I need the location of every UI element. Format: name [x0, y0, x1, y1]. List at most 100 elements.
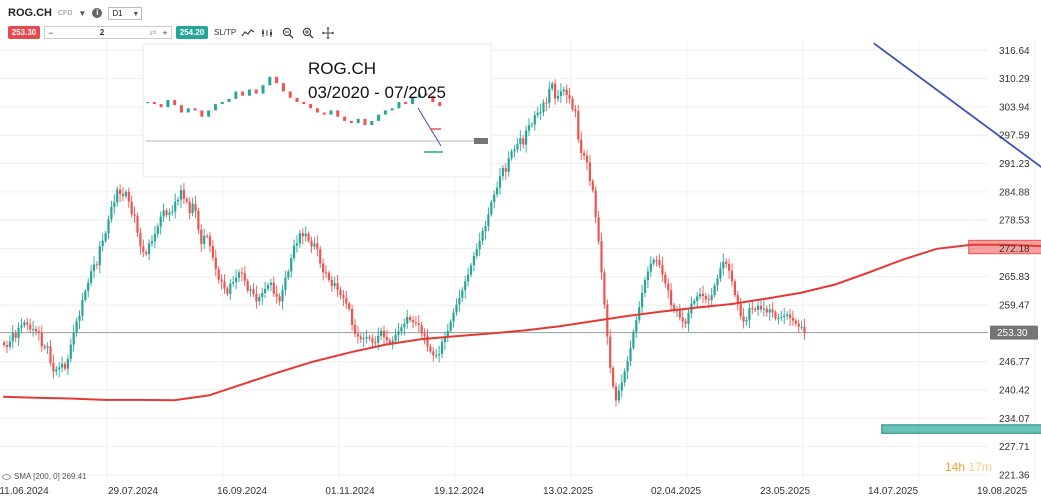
price-tick-label: 297.59	[999, 131, 1030, 142]
candle	[533, 110, 536, 131]
candle	[571, 96, 574, 112]
candle-body	[757, 305, 760, 310]
quantity-decrease-button[interactable]: −	[48, 27, 54, 38]
candle-body	[87, 282, 90, 292]
reset-icon[interactable]: ⇄	[149, 28, 157, 37]
candle	[232, 276, 235, 287]
candle-body	[609, 336, 612, 368]
candle-body	[98, 246, 101, 266]
candle-body	[272, 282, 275, 294]
candle	[327, 270, 330, 283]
info-icon[interactable]: i	[92, 8, 103, 18]
price-tick-label: 234.07	[999, 414, 1030, 425]
zoom-in-icon[interactable]	[300, 26, 316, 40]
candle	[275, 285, 278, 304]
candle	[423, 328, 426, 345]
eye-icon[interactable]	[2, 473, 11, 480]
candle	[34, 325, 38, 336]
candle-body	[701, 293, 705, 297]
candle	[409, 314, 412, 323]
candle-body	[652, 259, 655, 264]
candle	[394, 328, 397, 344]
candle	[693, 298, 696, 306]
chart-type-icon[interactable]	[240, 26, 256, 40]
symbol-type-tag: CFD	[58, 9, 73, 17]
chart-annotation: ROG.CH 03/2020 - 07/2025	[308, 57, 446, 105]
candle-body	[504, 168, 507, 172]
candle-body	[768, 309, 771, 313]
candle	[612, 365, 615, 389]
candle	[365, 329, 368, 344]
candle-body	[501, 168, 504, 177]
candle-body	[333, 283, 336, 286]
sltp-button[interactable]: SL/TP	[214, 28, 237, 37]
candle	[516, 137, 519, 153]
timeframe-select[interactable]: D1 ▼	[108, 6, 143, 20]
candle-body	[34, 329, 38, 332]
candle-body	[649, 263, 652, 272]
candle	[652, 257, 655, 266]
candle-body	[800, 326, 803, 328]
inset-candle	[404, 102, 408, 105]
candle-body	[542, 102, 545, 112]
candle-body	[156, 226, 159, 235]
candle	[32, 320, 35, 337]
candle-body	[313, 243, 316, 247]
inset-price-badge	[474, 138, 488, 144]
candle	[464, 276, 467, 299]
candle	[452, 308, 455, 328]
inset-candle	[309, 104, 313, 109]
candle	[307, 231, 310, 244]
candle-body	[507, 158, 510, 172]
candle-body	[803, 326, 806, 333]
candle	[699, 287, 702, 300]
candle-body	[278, 296, 281, 302]
crosshair-icon[interactable]	[320, 26, 336, 40]
annotation-symbol: ROG.CH	[308, 59, 376, 78]
candle-body	[580, 139, 583, 153]
time-tick-label: 13.02.2025	[543, 486, 593, 497]
candle	[237, 269, 241, 282]
candle	[203, 228, 206, 250]
inset-candle	[431, 95, 435, 102]
candle	[11, 324, 14, 349]
zoom-out-icon[interactable]	[280, 26, 296, 40]
candle-body	[55, 369, 58, 372]
candle	[501, 164, 504, 181]
time-tick-label: 02.04.2025	[651, 486, 701, 497]
candle	[266, 282, 270, 292]
candle-body	[5, 345, 9, 347]
candle	[490, 199, 493, 217]
candle-body	[643, 279, 647, 293]
inset-candle	[261, 85, 265, 94]
quantity-input[interactable]: 2	[99, 28, 105, 37]
candle-body	[612, 367, 615, 387]
candle	[603, 269, 606, 309]
quantity-stepper[interactable]: − 2 ⇄ +	[44, 26, 172, 39]
quantity-increase-button[interactable]: +	[162, 27, 168, 38]
candle	[113, 194, 116, 215]
candle-body	[426, 336, 429, 347]
candle	[481, 227, 484, 245]
indicator-legend[interactable]: SMA [200, 0] 269.41	[2, 472, 87, 481]
candle-body	[423, 333, 426, 337]
candle-body	[478, 240, 481, 250]
candle	[803, 318, 806, 340]
symbol-dropdown-icon[interactable]: ▼	[78, 8, 87, 18]
candle-body	[513, 149, 516, 152]
candle	[226, 286, 229, 297]
candle-body	[3, 342, 6, 346]
candle-body	[49, 346, 52, 363]
inset-candle	[173, 99, 177, 106]
buy-button[interactable]: 254.20	[176, 26, 208, 39]
inset-candle	[281, 83, 285, 92]
candle	[638, 301, 641, 324]
candle	[617, 384, 620, 404]
candle	[90, 264, 93, 286]
sell-button[interactable]: 253.30	[8, 26, 40, 39]
indicators-icon[interactable]	[260, 26, 276, 40]
candle-body	[304, 233, 307, 237]
symbol-name[interactable]: ROG.CH	[8, 7, 52, 19]
candle-body	[733, 281, 736, 296]
